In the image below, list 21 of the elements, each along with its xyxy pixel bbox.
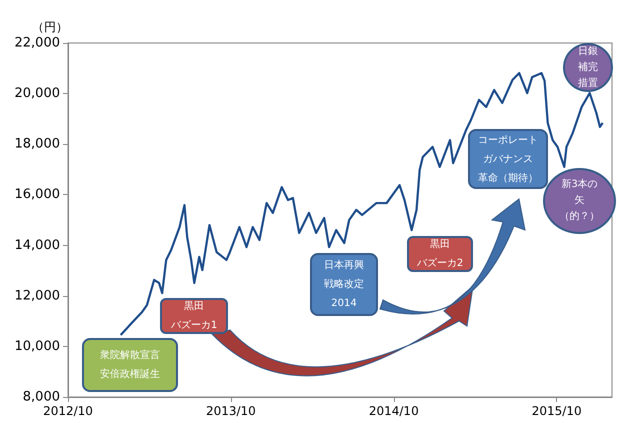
- x-tick-label: 2015/10: [532, 404, 582, 418]
- x-tick-label: 2012/10: [43, 404, 93, 418]
- y-tick-label: 10,000: [14, 338, 60, 354]
- y-tick-label: 18,000: [14, 136, 60, 152]
- y-tick-label: 20,000: [14, 86, 60, 102]
- y-tick-label: 14,000: [14, 238, 60, 253]
- y-tick-label: 12,000: [14, 288, 60, 304]
- oval-callout: 新3本の矢（的？）: [543, 168, 616, 234]
- x-tick-label: 2013/10: [206, 404, 256, 418]
- rounded-callout: 黒田バズーカ1: [160, 298, 228, 334]
- y-tick-label: 16,000: [14, 187, 60, 202]
- rounded-callout: 日本再興戦略改定 2014: [310, 253, 378, 316]
- y-tick-label: 8,000: [22, 390, 60, 404]
- rounded-callout: 黒田バズーカ2: [407, 236, 473, 272]
- x-tick-label: 2014/10: [368, 404, 419, 418]
- rounded-callout: 衆院解散宣言安倍政権誕生: [82, 338, 178, 392]
- y-tick-label: 22,000: [14, 36, 60, 50]
- y-axis-title: （円）: [32, 20, 68, 34]
- oval-callout: 日銀補完措置: [563, 43, 613, 92]
- line-series: [120, 72, 604, 336]
- rounded-callout: コーポレートガバナンス革命（期待）: [468, 129, 548, 189]
